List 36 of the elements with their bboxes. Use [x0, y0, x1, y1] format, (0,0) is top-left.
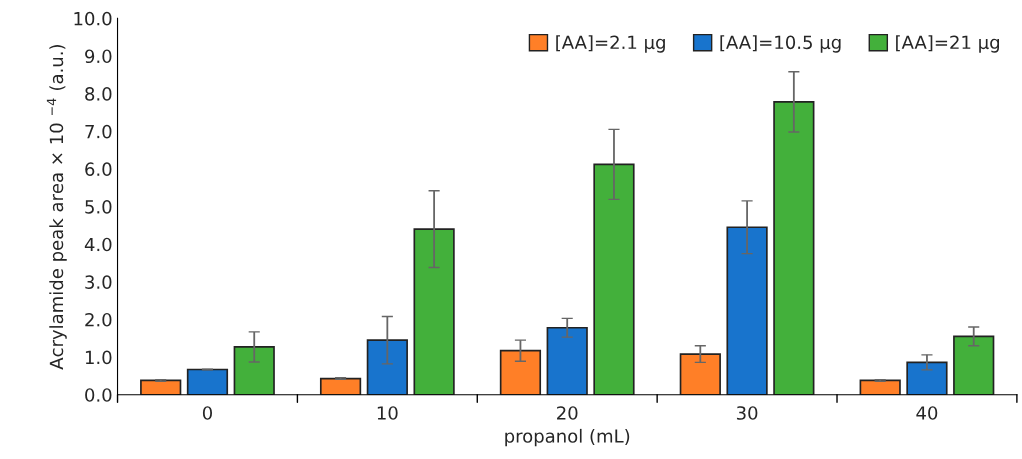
y-tick-label: 1.0	[85, 350, 112, 365]
x-tick-label: 0	[202, 406, 213, 420]
bar	[593, 163, 635, 395]
bar	[546, 326, 588, 395]
y-tick-label: 4.0	[84, 237, 112, 252]
bar	[186, 368, 229, 395]
bar	[773, 101, 815, 395]
x-tick-label: 40	[916, 406, 938, 420]
bar	[366, 339, 408, 395]
bar	[413, 228, 455, 395]
y-tick-label: 10.0	[74, 11, 112, 26]
bar	[140, 379, 182, 395]
bar	[859, 379, 901, 395]
y-tick-label: 8.0	[85, 87, 112, 101]
y-axis-title: Acrylamide peak area × 10 $^{−4}$ (a.u.)	[46, 45, 67, 370]
bar	[233, 346, 275, 395]
bar	[319, 377, 362, 395]
x-tick-label: 10	[377, 406, 398, 420]
x-axis-title: propanol (mL)	[505, 428, 630, 447]
x-tick-label: 20	[557, 406, 578, 420]
y-tick-label: 0.0	[85, 388, 112, 402]
legend-label: [AA]=2.1 µg	[556, 35, 665, 53]
y-tick-label: 3.0	[85, 275, 112, 289]
bar	[499, 349, 542, 395]
y-tick-label: 2.0	[85, 312, 112, 327]
y-tick-label: 5.0	[85, 200, 112, 214]
y-tick-label: 7.0	[85, 124, 112, 139]
y-tick-label: 6.0	[85, 162, 112, 177]
bar	[953, 335, 995, 395]
legend-label: [AA]=10.5 µg	[720, 35, 841, 53]
bar	[679, 353, 721, 395]
bar	[906, 361, 948, 395]
y-tick-label: 9.0	[85, 49, 112, 64]
legend-label: [AA]=21 µg	[896, 35, 999, 53]
x-tick-label: 30	[736, 406, 758, 420]
bar	[726, 226, 768, 395]
